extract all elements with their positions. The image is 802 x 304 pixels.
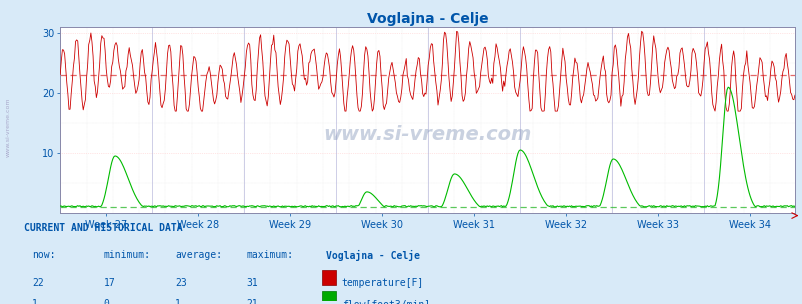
Text: flow[foot3/min]: flow[foot3/min]	[342, 299, 430, 304]
Text: minimum:: minimum:	[103, 250, 150, 260]
Text: 17: 17	[103, 278, 115, 288]
Text: average:: average:	[175, 250, 221, 260]
Text: 1: 1	[175, 299, 180, 304]
Text: 22: 22	[32, 278, 43, 288]
Text: maximum:: maximum:	[246, 250, 294, 260]
Text: 0: 0	[103, 299, 109, 304]
Text: CURRENT AND HISTORICAL DATA: CURRENT AND HISTORICAL DATA	[24, 223, 182, 233]
Bar	[322, 291, 336, 304]
Bar	[322, 270, 336, 285]
Text: 1: 1	[32, 299, 38, 304]
Text: now:: now:	[32, 250, 55, 260]
Text: 21: 21	[246, 299, 258, 304]
Text: www.si-vreme.com: www.si-vreme.com	[323, 126, 531, 144]
Text: www.si-vreme.com: www.si-vreme.com	[6, 98, 10, 157]
Text: 31: 31	[246, 278, 258, 288]
Text: Voglajna - Celje: Voglajna - Celje	[326, 250, 419, 261]
Text: temperature[F]: temperature[F]	[342, 278, 423, 288]
Title: Voglajna - Celje: Voglajna - Celje	[367, 12, 488, 26]
Text: 23: 23	[175, 278, 187, 288]
